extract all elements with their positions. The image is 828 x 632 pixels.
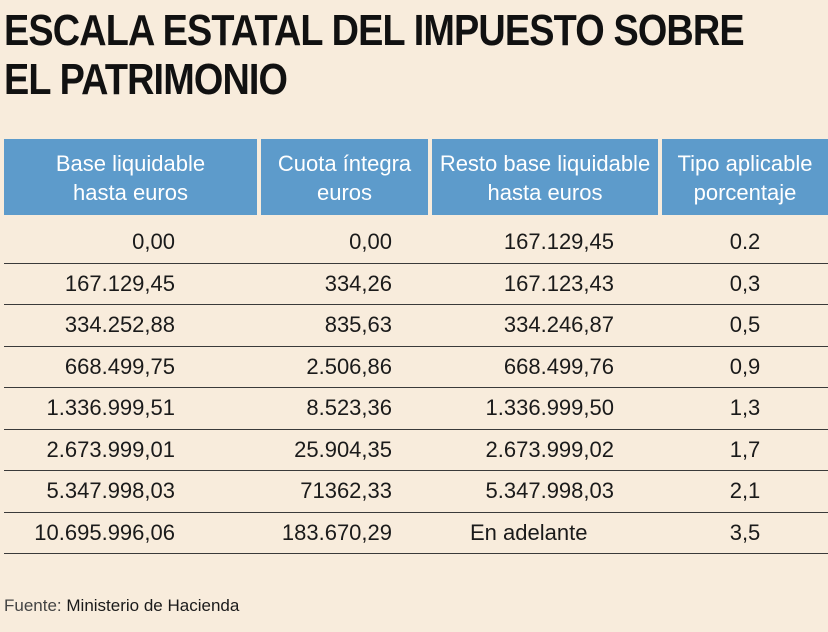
table-row: 334.252,88 835,63 334.246,87 0,5 [4,305,828,347]
cell-resto: 668.499,76 [503,353,614,379]
cell-tipo: 0,5 [729,312,761,338]
cell-base: 2.673.999,01 [46,436,175,462]
source-text: Ministerio de Hacienda [66,596,240,615]
cell-cuota: 2.506,86 [306,353,392,379]
table-row: 1.336.999,51 8.523,36 1.336.999,50 1,3 [4,388,828,430]
title-line-1: ESCALA ESTATAL DEL IMPUESTO SOBRE [4,6,745,55]
table-row: 167.129,45 334,26 167.123,43 0,3 [4,264,828,305]
table-row: 5.347.998,03 71362,33 5.347.998,03 2,1 [4,471,828,513]
cell-base: 668.499,75 [64,353,175,379]
table-header: Base liquidable hasta euros Cuota íntegr… [4,139,828,215]
cell-resto: 334.246,87 [503,312,614,338]
cell-tipo: 1,3 [729,395,761,421]
header-resto-base: Resto base liquidable hasta euros [432,139,658,215]
cell-resto: 167.123,43 [503,270,614,296]
cell-tipo: 2,1 [729,478,761,504]
cell-cuota: 835,63 [324,312,392,338]
cell-resto: 167.129,45 [503,229,614,255]
cell-base: 334.252,88 [64,312,175,338]
cell-resto: 5.347.998,03 [485,478,614,504]
cell-resto: 1.336.999,50 [485,395,614,421]
cell-base: 1.336.999,51 [46,395,175,421]
source-note: Fuente: Ministerio de Hacienda [4,596,239,616]
cell-cuota: 71362,33 [300,478,392,504]
cell-tipo: 3,5 [729,519,761,545]
header-tipo-aplicable: Tipo aplicable porcentaje [662,139,828,215]
cell-tipo: 1,7 [729,436,761,462]
table-row: 10.695.996,06 183.670,29 En adelante 3,5 [4,513,828,554]
tax-scale-table: Base liquidable hasta euros Cuota íntegr… [4,139,828,554]
cell-cuota: 0,00 [349,229,392,255]
cell-cuota: 25.904,35 [294,436,392,462]
cell-cuota: 8.523,36 [306,395,392,421]
title-line-2: EL PATRIMONIO [4,55,288,104]
cell-cuota: 183.670,29 [281,519,392,545]
cell-tipo: 0,9 [729,353,761,379]
cell-tipo: 0,3 [729,270,761,296]
cell-base: 5.347.998,03 [46,478,175,504]
table-row: 2.673.999,01 25.904,35 2.673.999,02 1,7 [4,430,828,471]
header-base-liquidable: Base liquidable hasta euros [4,139,257,215]
cell-resto: 2.673.999,02 [485,436,614,462]
cell-base: 0,00 [132,229,175,255]
cell-base: 10.695.996,06 [34,519,175,545]
header-cuota-integra: Cuota íntegra euros [261,139,428,215]
table-body: 0,00 0,00 167.129,45 0.2 167.129,45 334,… [4,222,828,554]
source-label: Fuente: [4,596,62,615]
cell-base: 167.129,45 [64,270,175,296]
table-row: 668.499,75 2.506,86 668.499,76 0,9 [4,347,828,388]
cell-cuota: 334,26 [324,270,392,296]
cell-tipo: 0.2 [729,229,761,255]
cell-resto: En adelante [470,519,588,545]
table-row: 0,00 0,00 167.129,45 0.2 [4,222,828,264]
page-title: ESCALA ESTATAL DEL IMPUESTO SOBRE EL PAT… [4,6,745,104]
